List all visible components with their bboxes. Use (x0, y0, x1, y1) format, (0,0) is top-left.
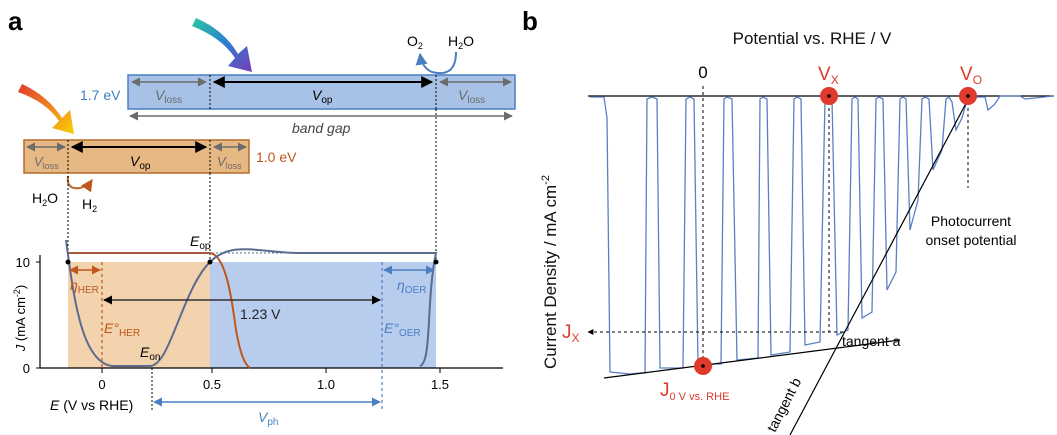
current-marker (65, 259, 71, 265)
jx-label: JX (562, 322, 580, 345)
y-axis-label: Current Density / mA cm-2 (540, 175, 560, 369)
oer-product: O2 (407, 33, 423, 51)
e-op-label: Eop (190, 233, 211, 252)
x-tick-label: 1.5 (431, 377, 449, 392)
e-on-label: Eon (140, 344, 160, 363)
x-tick-label: 1.0 (317, 377, 335, 392)
span-123-label: 1.23 V (240, 306, 281, 322)
zero-label: 0 (698, 63, 707, 82)
narrow-gap-energy: 1.0 eV (256, 149, 297, 165)
light-arrow-warm-icon (18, 84, 74, 134)
tangent-b-line (789, 91, 973, 435)
tangent-b-label: tangent b (763, 375, 804, 434)
x-tick-label: 0 (98, 377, 105, 392)
wide-vloss-right-label: Vloss (458, 87, 485, 106)
panel-a-label: a (8, 6, 23, 36)
marker-dot (701, 364, 705, 368)
tangent-a-line (603, 339, 901, 379)
onset-label-line2: onset potential (925, 232, 1016, 248)
her-region-fill (68, 262, 210, 368)
wide-vloss-left-label: Vloss (155, 87, 182, 106)
v-ph-label: Vph (258, 409, 278, 428)
onset-label-line1: Photocurrent (931, 213, 1011, 229)
panel-b: b Potential vs. RHE / V Current Density … (522, 6, 1055, 435)
eta-oer-label: ηOER (397, 277, 426, 296)
oer-region-fill (210, 262, 436, 368)
e-oer-label: E°OER (384, 320, 421, 339)
tangent-a-label: tangent a (842, 333, 901, 349)
her-product: H2 (82, 196, 97, 214)
vo-label: VO (960, 64, 982, 87)
current-marker (433, 259, 439, 265)
wide-gap-energy: 1.7 eV (80, 87, 121, 103)
wide-vop-label: Vop (312, 87, 333, 106)
top-axis-title: Potential vs. RHE / V (733, 29, 892, 48)
panel-b-label: b (522, 6, 538, 36)
her-curve (68, 252, 251, 369)
e-op-marker (207, 259, 213, 265)
narrow-vloss-right-label: Vloss (217, 154, 242, 171)
narrow-vloss-left-label: Vloss (34, 154, 59, 171)
x-tick-label: 0.5 (203, 377, 221, 392)
y-axis-label: J (mA cm-2) (12, 285, 28, 353)
y-tick-label: 0 (23, 361, 30, 376)
panel-a: a 1.7 eV Vloss Vop Vloss band gap 1.0 eV… (8, 6, 516, 428)
her-reactant: H2O (32, 190, 58, 208)
oer-curved-arrow-icon (415, 51, 457, 74)
vx-label: VX (818, 64, 839, 87)
marker-dot (966, 94, 970, 98)
band-gap-label: band gap (292, 120, 351, 136)
y-tick-label: 10 (16, 255, 30, 270)
j0-label: J0 V vs. RHE (660, 380, 729, 403)
x-axis-label: E (V vs RHE) (50, 397, 133, 413)
light-arrow-cool-icon (192, 18, 252, 72)
chopped-photocurrent-trace (590, 95, 1055, 375)
e-her-label: E°HER (104, 320, 140, 339)
her-curved-arrow-icon (66, 175, 93, 193)
marker-dot (827, 94, 831, 98)
narrow-vop-label: Vop (130, 153, 151, 172)
eta-her-label: ηHER (70, 277, 99, 296)
oer-reactant: H2O (448, 33, 474, 51)
